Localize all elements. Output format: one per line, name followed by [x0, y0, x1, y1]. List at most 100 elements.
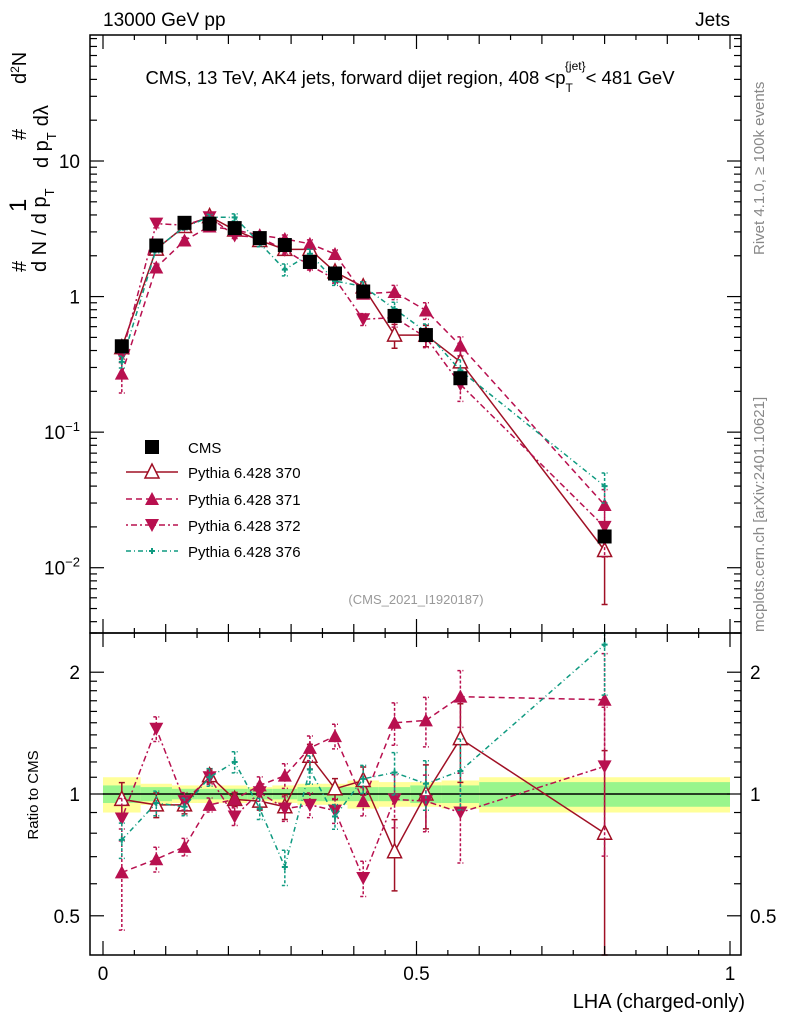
ratio-point: [252, 786, 267, 800]
legend-marker: [145, 519, 159, 532]
ratio-point: [306, 766, 313, 773]
legend-item: Pythia 6.428 376: [126, 544, 301, 561]
ratio-point: [452, 729, 469, 746]
cms-data-point: [302, 254, 317, 269]
ratio-point: [457, 767, 464, 774]
x-axis-label: LHA (charged-only): [573, 991, 745, 1013]
ratio-point: [327, 729, 342, 743]
ratio-point: [153, 800, 160, 807]
series-line: [121, 225, 606, 506]
x-tick-label: 0.5: [403, 964, 429, 985]
svg-text:1: 1: [5, 199, 32, 212]
legend-marker: [149, 548, 155, 554]
ratio-point: [177, 795, 192, 809]
analysis-label: (CMS_2021_I1920187): [348, 592, 483, 607]
ratio-point: [360, 775, 367, 782]
data-point: [281, 266, 288, 273]
ratio-series-line: [121, 695, 605, 874]
cms-data-point: [453, 371, 468, 386]
legend-marker: [143, 462, 161, 479]
data-point: [418, 303, 433, 317]
ratio-point: [387, 793, 402, 807]
svg-text:d N / d pT: d N / d pT: [29, 188, 57, 272]
data-point: [597, 498, 612, 512]
ratio-point: [386, 842, 403, 859]
data-point: [149, 260, 164, 274]
ratio-tick-label-right: 0.5: [750, 907, 776, 928]
data-point: [453, 338, 468, 352]
ratio-point: [149, 722, 164, 736]
ratio-series-line: [121, 726, 605, 880]
error-bar: [306, 755, 313, 785]
ratio-point: [331, 813, 338, 820]
ratio-tick-label-left: 1: [69, 785, 80, 806]
ratio-point: [281, 864, 288, 871]
x-tick-label: 1: [725, 964, 736, 985]
data-point: [387, 285, 402, 299]
ratio-point: [356, 871, 371, 885]
cms-data-point: [387, 308, 402, 323]
data-point: [601, 483, 608, 490]
legend-label: CMS: [188, 440, 221, 457]
error-bar: [422, 696, 429, 748]
ratio-tick-label-right: 2: [750, 663, 761, 684]
ratio-point: [181, 803, 188, 810]
cms-data-point: [252, 231, 267, 246]
error-bar: [601, 706, 608, 857]
error-bar: [181, 797, 188, 817]
y-tick-label: 1: [69, 288, 80, 309]
ratio-point: [422, 780, 429, 787]
y-tick-label: 10−2: [44, 555, 80, 580]
ratio-point: [453, 689, 468, 703]
data-point: [386, 325, 403, 342]
error-bar: [422, 759, 429, 812]
cms-data-point: [114, 339, 129, 354]
data-point: [114, 366, 129, 380]
x-tick-label: 0: [98, 964, 109, 985]
legend-marker: [145, 440, 159, 454]
ratio-point: [326, 779, 344, 796]
ratio-point: [202, 797, 217, 811]
ratio-point: [302, 798, 317, 812]
cms-data-point: [177, 215, 192, 230]
cms-data-point: [277, 238, 292, 253]
cms-data-point: [597, 529, 612, 544]
data-point: [302, 236, 317, 250]
legend-item: Pythia 6.428 371: [126, 492, 301, 509]
ratio-point: [114, 812, 129, 826]
ratio-tick-label-left: 0.5: [54, 907, 80, 928]
ratio-point: [418, 713, 433, 727]
ratio-point: [356, 794, 371, 808]
chart-title: CMS, 13 TeV, AK4 jets, forward dijet reg…: [145, 59, 675, 95]
ratio-point: [387, 715, 402, 729]
error-bar: [206, 767, 213, 788]
legend-item: Pythia 6.428 370: [126, 462, 301, 482]
legend-label: Pythia 6.428 371: [188, 492, 301, 509]
ratio-point: [118, 836, 125, 843]
legend: CMS Pythia 6.428 370 Pythia 6.428 371 Pythi…: [126, 440, 301, 561]
ratio-point: [149, 852, 164, 866]
ratio-y-label: Ratio to CMS: [25, 750, 42, 839]
data-point: [327, 247, 342, 261]
rivet-label: Rivet 4.1.0, ≥ 100k events: [751, 82, 768, 255]
error-bar: [457, 336, 464, 357]
error-bar: [360, 764, 367, 795]
svg-text:d pTdλ: d pTdλ: [31, 105, 59, 168]
ratio-series-line: [121, 644, 606, 870]
ratio-point: [227, 810, 242, 824]
svg-text:#: #: [9, 128, 31, 140]
cms-data-point: [149, 238, 164, 253]
data-point: [356, 313, 371, 327]
ratio-point: [302, 740, 317, 754]
y-tick-label: 10−1: [44, 419, 80, 444]
legend-label: Pythia 6.428 376: [188, 544, 301, 561]
cms-data-point: [227, 221, 242, 236]
cms-data-point: [327, 266, 342, 281]
ratio-point: [391, 769, 398, 776]
y-axis-label: # 1 d N / d pT # d2N d pTdλ: [5, 52, 59, 272]
ratio-point: [453, 806, 468, 820]
ratio-point: [277, 802, 292, 816]
svg-text:#: #: [9, 260, 31, 272]
ratio-point: [177, 839, 192, 853]
ratio-point: [256, 805, 263, 812]
